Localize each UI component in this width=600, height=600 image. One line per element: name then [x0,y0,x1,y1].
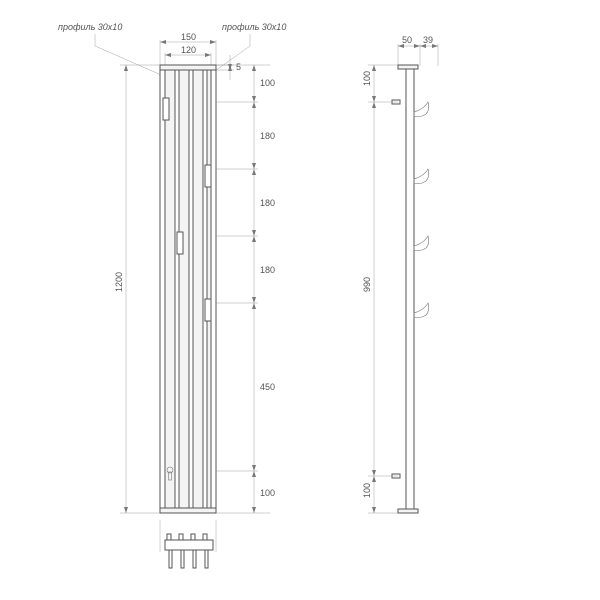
front-hook-3 [177,232,183,254]
side-hook-1 [414,102,429,117]
profile-left-label: профиль 30x10 [58,22,122,32]
callout-profile-left: профиль 30x10 [58,22,169,79]
front-bottom-cap [160,508,216,513]
technical-drawing: профиль 30x10 профиль 30x10 150 120 [0,0,600,600]
strip-2 [179,70,189,508]
svg-text:100: 100 [362,483,372,498]
svg-text:100: 100 [362,71,372,86]
side-top-cap [398,65,418,69]
strip-1 [165,70,175,508]
dim-side-50: 50 [398,35,420,66]
side-hook-4 [414,303,429,318]
svg-text:180: 180 [260,131,275,141]
svg-text:50: 50 [402,35,412,45]
svg-text:1200: 1200 [114,272,124,292]
svg-text:990: 990 [362,277,372,292]
strip-4 [207,70,211,508]
dim-left-1200: 1200 [114,65,160,513]
strip-3 [193,70,203,508]
bottom-section [160,520,216,568]
side-hook-3 [414,236,429,251]
side-hook-2 [414,169,429,184]
front-view: 150 120 5 [114,32,275,513]
svg-text:100: 100 [260,488,275,498]
svg-text:120: 120 [181,45,196,55]
dim-side-39: 39 [420,35,438,66]
dim-side-left: 100 990 100 [362,65,398,513]
side-view: 50 39 100 990 [362,35,438,513]
svg-text:450: 450 [260,382,275,392]
svg-text:100: 100 [260,78,275,88]
front-hook-4 [205,299,211,321]
svg-text:150: 150 [181,32,196,42]
dim-chain-right: 100 180 180 180 450 100 [216,65,275,513]
profile-right-label: профиль 30x10 [222,22,286,32]
svg-text:180: 180 [260,198,275,208]
front-hook-1 [163,98,169,120]
svg-text:39: 39 [423,35,433,45]
side-body [406,65,414,513]
side-bottom-cap [398,509,418,513]
svg-text:180: 180 [260,265,275,275]
svg-text:5: 5 [236,62,241,72]
front-top-cap [160,65,216,70]
front-hook-2 [205,165,211,187]
